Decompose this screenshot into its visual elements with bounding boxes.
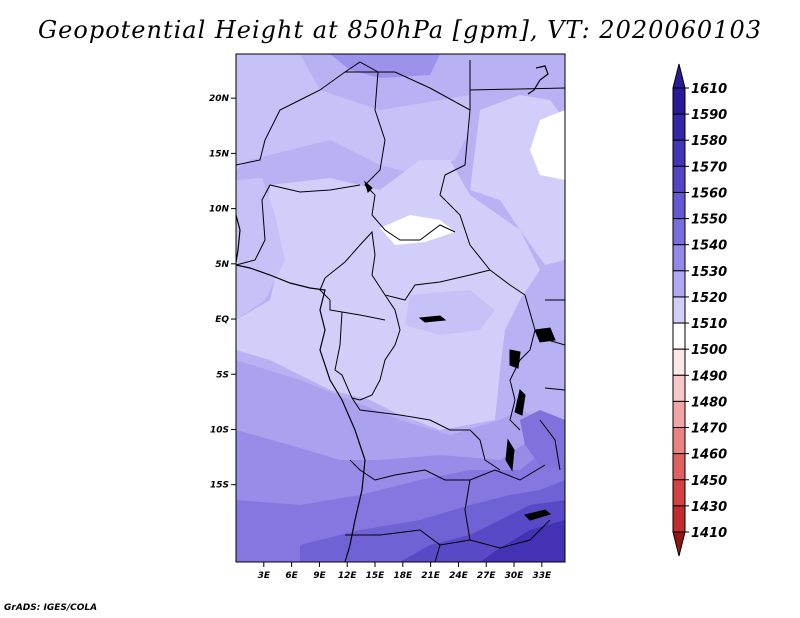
colorbar-swatch bbox=[672, 505, 686, 533]
lon-tick-label: 12E bbox=[338, 571, 358, 581]
colorbar-swatch bbox=[672, 244, 686, 272]
colorbar-swatch bbox=[672, 427, 686, 455]
colorbar-swatch bbox=[672, 191, 686, 220]
lat-tick-label: EQ bbox=[215, 315, 229, 325]
field-basin-mid bbox=[405, 290, 495, 335]
lon-tick-label: 18E bbox=[393, 571, 413, 581]
colorbar-swatch bbox=[672, 165, 686, 193]
longitude-axis: 3E 6E 9E 12E 15E 18E 21E 24E 27E 30E 33E bbox=[258, 562, 552, 581]
colorbar-label: 1610 bbox=[691, 82, 727, 97]
lon-tick-label: 24E bbox=[449, 571, 469, 581]
colorbar-label: 1450 bbox=[691, 474, 727, 489]
colorbar-top-arrow bbox=[672, 63, 686, 89]
colorbar-label: 1470 bbox=[691, 422, 727, 437]
colorbar-label: 1520 bbox=[691, 291, 727, 306]
lat-tick-label: 15S bbox=[210, 481, 229, 491]
colorbar-swatch bbox=[672, 139, 686, 167]
lat-tick-label: 5N bbox=[215, 260, 229, 270]
colorbar-bottom-arrow bbox=[672, 531, 686, 557]
colorbar-label: 1560 bbox=[691, 186, 727, 201]
plot-frame bbox=[235, 53, 566, 563]
colorbar-label: 1570 bbox=[691, 160, 727, 175]
coastline bbox=[236, 65, 549, 562]
lon-tick-label: 9E bbox=[313, 571, 326, 581]
colorbar-swatch bbox=[672, 87, 686, 115]
field-band-1590 bbox=[480, 520, 565, 562]
lat-tick-label: 5S bbox=[216, 370, 229, 380]
lon-tick-label: 21E bbox=[421, 571, 441, 581]
colorbar-label: 1500 bbox=[691, 343, 727, 358]
lon-tick-label: 33E bbox=[532, 571, 552, 581]
lat-tick-label: 10S bbox=[210, 425, 229, 435]
field-sahara-light bbox=[236, 54, 470, 175]
colorbar-swatch bbox=[672, 453, 686, 481]
colorbar-label: 1490 bbox=[691, 369, 727, 384]
field-ne-white bbox=[530, 110, 565, 180]
map-title: Geopotential Height at 850hPa [gpm], VT:… bbox=[38, 16, 762, 44]
country-borders bbox=[236, 60, 565, 562]
colorbar-label: 1590 bbox=[691, 108, 727, 123]
lat-tick-label: 10N bbox=[209, 205, 230, 215]
colorbar-label: 1410 bbox=[691, 526, 727, 541]
colorbar-label: 1510 bbox=[691, 317, 727, 332]
colorbar-label: 1540 bbox=[691, 239, 727, 254]
colorbar-swatch bbox=[672, 374, 686, 402]
colorbar-swatch bbox=[672, 400, 686, 429]
colorbar-swatch bbox=[672, 296, 686, 324]
latitude-axis: 20N 15N 10N 5N EQ 5S 10S 15S bbox=[209, 94, 236, 491]
field-chad-white bbox=[380, 215, 455, 245]
footer-credit: GrADS: IGES/COLA bbox=[4, 603, 98, 613]
lat-tick-label: 15N bbox=[209, 149, 230, 159]
colorbar-label: 1460 bbox=[691, 448, 727, 463]
lat-tick-label: 20N bbox=[209, 94, 230, 104]
lon-tick-label: 3E bbox=[258, 571, 271, 581]
colorbar-swatch bbox=[672, 348, 686, 376]
lon-tick-label: 30E bbox=[505, 571, 525, 581]
colorbar-label: 1580 bbox=[691, 134, 727, 149]
colorbar-swatch bbox=[672, 479, 686, 507]
colorbar-swatch bbox=[672, 270, 686, 298]
colorbar-label: 1480 bbox=[691, 395, 727, 410]
lon-tick-label: 6E bbox=[285, 571, 298, 581]
colorbar-swatch bbox=[672, 322, 686, 350]
lon-tick-label: 15E bbox=[366, 571, 386, 581]
colorbar-label: 1530 bbox=[691, 265, 727, 280]
colorbar-label: 1430 bbox=[691, 500, 727, 515]
field-east-1560 bbox=[520, 410, 565, 470]
colorbar-swatch bbox=[672, 113, 686, 141]
lakes bbox=[364, 180, 556, 521]
colorbar-label: 1550 bbox=[691, 213, 727, 228]
lon-tick-label: 27E bbox=[477, 571, 497, 581]
colorbar-swatch bbox=[672, 218, 686, 246]
